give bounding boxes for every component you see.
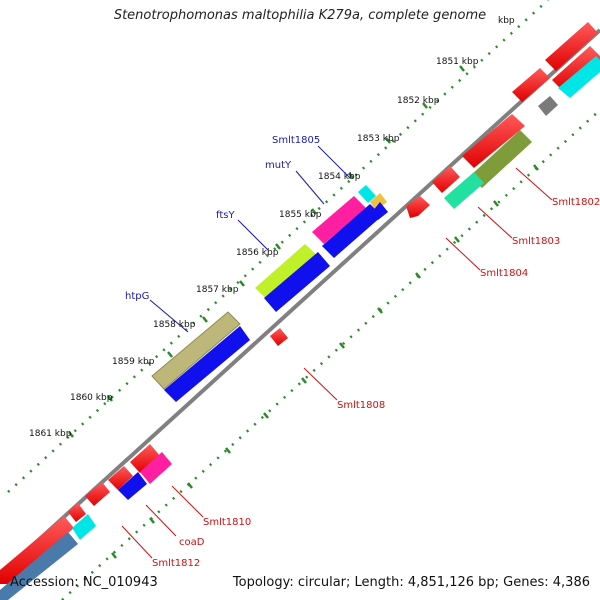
gene-feature[interactable] xyxy=(552,46,600,92)
gene-label-smlt1804[interactable]: Smlt1804 xyxy=(480,268,528,279)
callout-line xyxy=(295,170,325,205)
gene-feature[interactable] xyxy=(370,193,387,211)
ruler-ticks xyxy=(68,65,539,559)
gene-feature[interactable] xyxy=(558,56,600,98)
callout-line xyxy=(121,525,153,559)
gene-label-smlt1808[interactable]: Smlt1808 xyxy=(337,400,385,411)
tick-label: 1852 kbp xyxy=(397,96,440,106)
gene-feature[interactable] xyxy=(270,328,288,346)
gene-label-smlt1812[interactable]: Smlt1812 xyxy=(152,558,200,569)
callout-line xyxy=(445,237,481,271)
callout-line xyxy=(477,206,513,239)
tick-label: 1851 kbp xyxy=(436,57,479,67)
tick-label: 1853 kbp xyxy=(357,134,400,144)
gene-label-htpg[interactable]: htpG xyxy=(125,291,149,302)
callout-line xyxy=(317,145,351,179)
gene-feature[interactable] xyxy=(130,444,160,473)
tick-label: 1861 kbp xyxy=(29,429,72,439)
callout-line xyxy=(145,504,177,537)
gene-feature[interactable] xyxy=(85,482,110,506)
gene-feature[interactable] xyxy=(406,196,430,218)
gene-label-smlt1810[interactable]: Smlt1810 xyxy=(203,517,251,528)
tick-label: 1857 kbp xyxy=(196,285,239,295)
genome-summary-text: Topology: circular; Length: 4,851,126 bp… xyxy=(232,575,590,590)
tick-labels: kbp 1851 kbp 1852 kbp 1853 kbp 1854 kbp … xyxy=(29,16,515,439)
map-title: Stenotrophomonas maltophilia K279a, comp… xyxy=(113,8,487,23)
tick-label: kbp xyxy=(498,16,515,26)
lower-strand-genes xyxy=(0,46,600,600)
callout-line xyxy=(515,167,553,201)
tick-label: 1856 kbp xyxy=(236,248,279,258)
gene-feature[interactable] xyxy=(312,196,366,244)
upper-gene-labels: Smlt1805 mutY ftsY htpG xyxy=(125,135,351,333)
tick-label: 1854 kbp xyxy=(318,172,361,182)
gene-label-smlt1803[interactable]: Smlt1803 xyxy=(512,236,560,247)
gene-feature[interactable] xyxy=(358,185,376,203)
tick-label: 1858 kbp xyxy=(153,320,196,330)
gene-feature[interactable] xyxy=(118,472,147,500)
gene-feature[interactable] xyxy=(512,68,550,102)
gene-label-smlt1805[interactable]: Smlt1805 xyxy=(272,135,320,146)
ruler-line-lower xyxy=(61,109,600,600)
gene-label-muty[interactable]: mutY xyxy=(265,160,292,171)
tick-label: 1860 kbp xyxy=(70,393,113,403)
gene-feature[interactable] xyxy=(0,532,78,600)
gene-feature[interactable] xyxy=(68,503,86,522)
gene-feature[interactable] xyxy=(108,466,133,490)
callout-line xyxy=(237,219,269,251)
gene-feature[interactable] xyxy=(151,311,241,390)
gene-label-ftsy[interactable]: ftsY xyxy=(216,210,235,221)
callout-line xyxy=(149,299,189,333)
gene-feature[interactable] xyxy=(432,166,460,193)
tick-label: 1859 kbp xyxy=(112,357,155,367)
gene-feature[interactable] xyxy=(264,252,330,312)
gene-feature[interactable] xyxy=(72,514,96,540)
tick-label: 1855 kbp xyxy=(279,210,322,220)
gene-feature[interactable] xyxy=(164,326,250,402)
gene-feature[interactable] xyxy=(255,244,320,302)
gene-feature[interactable] xyxy=(444,172,484,209)
gene-feature[interactable] xyxy=(462,114,525,168)
accession-text: Accession: NC_010943 xyxy=(10,575,158,590)
gene-label-smlt1802[interactable]: Smlt1802 xyxy=(552,197,600,208)
gene-feature[interactable] xyxy=(545,22,598,71)
gene-feature[interactable] xyxy=(322,204,382,258)
gene-label-coad[interactable]: coaD xyxy=(179,537,205,548)
gene-feature[interactable] xyxy=(538,96,558,116)
gene-feature[interactable] xyxy=(470,130,532,188)
gene-feature[interactable] xyxy=(0,516,74,584)
upper-strand-genes xyxy=(0,22,598,584)
gene-feature[interactable] xyxy=(140,452,172,484)
ruler-line-upper xyxy=(7,0,549,493)
callout-line xyxy=(171,485,204,518)
callout-line xyxy=(303,367,338,401)
lower-gene-labels: Smlt1802 Smlt1803 Smlt1804 Smlt1808 Smlt… xyxy=(121,167,600,569)
